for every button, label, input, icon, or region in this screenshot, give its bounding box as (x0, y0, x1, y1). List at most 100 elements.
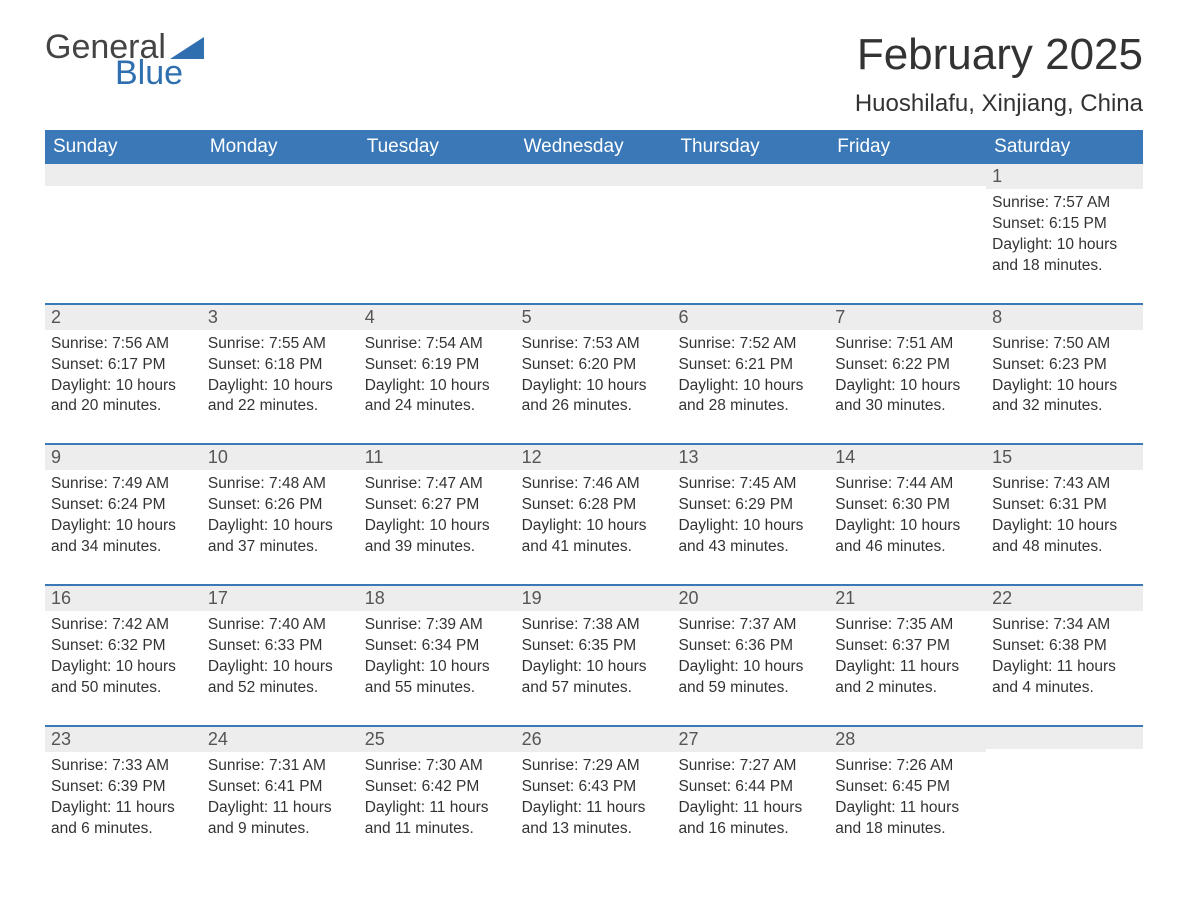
day-number: 23 (51, 729, 71, 749)
sunset-text: Sunset: 6:21 PM (678, 355, 823, 376)
daylight-text: Daylight: 11 hours and 11 minutes. (365, 798, 510, 840)
day-details: Sunrise: 7:38 AMSunset: 6:35 PMDaylight:… (516, 611, 673, 699)
weekday-tuesday: Tuesday (359, 130, 516, 164)
daylight-text: Daylight: 10 hours and 46 minutes. (835, 516, 980, 558)
sunset-text: Sunset: 6:26 PM (208, 495, 353, 516)
sunset-text: Sunset: 6:28 PM (522, 495, 667, 516)
day-number-bar: 22 (986, 586, 1143, 611)
day-number-bar: 20 (672, 586, 829, 611)
day-number-bar: 9 (45, 445, 202, 470)
sunrise-text: Sunrise: 7:56 AM (51, 334, 196, 355)
day-number: 7 (835, 307, 845, 327)
day-number-bar (202, 164, 359, 186)
day-cell: 5Sunrise: 7:53 AMSunset: 6:20 PMDaylight… (516, 305, 673, 424)
day-details: Sunrise: 7:57 AMSunset: 6:15 PMDaylight:… (986, 189, 1143, 277)
day-cell: 17Sunrise: 7:40 AMSunset: 6:33 PMDayligh… (202, 586, 359, 705)
week-row: 2Sunrise: 7:56 AMSunset: 6:17 PMDaylight… (45, 303, 1143, 424)
day-number-bar: 4 (359, 305, 516, 330)
sunrise-text: Sunrise: 7:55 AM (208, 334, 353, 355)
sunset-text: Sunset: 6:30 PM (835, 495, 980, 516)
day-number-bar: 11 (359, 445, 516, 470)
day-number-bar: 25 (359, 727, 516, 752)
day-details: Sunrise: 7:35 AMSunset: 6:37 PMDaylight:… (829, 611, 986, 699)
sunset-text: Sunset: 6:39 PM (51, 777, 196, 798)
day-cell: 22Sunrise: 7:34 AMSunset: 6:38 PMDayligh… (986, 586, 1143, 705)
day-number-bar: 2 (45, 305, 202, 330)
daylight-text: Daylight: 10 hours and 48 minutes. (992, 516, 1137, 558)
day-cell: 14Sunrise: 7:44 AMSunset: 6:30 PMDayligh… (829, 445, 986, 564)
day-number-bar: 27 (672, 727, 829, 752)
daylight-text: Daylight: 10 hours and 28 minutes. (678, 376, 823, 418)
daylight-text: Daylight: 10 hours and 39 minutes. (365, 516, 510, 558)
day-number: 2 (51, 307, 61, 327)
day-cell: 19Sunrise: 7:38 AMSunset: 6:35 PMDayligh… (516, 586, 673, 705)
sunrise-text: Sunrise: 7:49 AM (51, 474, 196, 495)
sunrise-text: Sunrise: 7:52 AM (678, 334, 823, 355)
day-cell: 8Sunrise: 7:50 AMSunset: 6:23 PMDaylight… (986, 305, 1143, 424)
sunrise-text: Sunrise: 7:33 AM (51, 756, 196, 777)
weekday-sunday: Sunday (45, 130, 202, 164)
sunset-text: Sunset: 6:23 PM (992, 355, 1137, 376)
day-details: Sunrise: 7:26 AMSunset: 6:45 PMDaylight:… (829, 752, 986, 840)
sunrise-text: Sunrise: 7:34 AM (992, 615, 1137, 636)
weekday-wednesday: Wednesday (516, 130, 673, 164)
day-cell: 10Sunrise: 7:48 AMSunset: 6:26 PMDayligh… (202, 445, 359, 564)
day-cell: 2 Sunrise: 7:56 AMSunset: 6:17 PMDaylight… (45, 305, 202, 424)
daylight-text: Daylight: 11 hours and 4 minutes. (992, 657, 1137, 699)
logo-word2: Blue (115, 56, 204, 90)
sunrise-text: Sunrise: 7:29 AM (522, 756, 667, 777)
day-number-bar (829, 164, 986, 186)
daylight-text: Daylight: 10 hours and 41 minutes. (522, 516, 667, 558)
day-details: Sunrise: 7:34 AMSunset: 6:38 PMDaylight:… (986, 611, 1143, 699)
day-cell: 25Sunrise: 7:30 AMSunset: 6:42 PMDayligh… (359, 727, 516, 846)
daylight-text: Daylight: 10 hours and 20 minutes. (51, 376, 196, 418)
title-block: February 2025 Huoshilafu, Xinjiang, Chin… (855, 30, 1143, 126)
day-cell: 4Sunrise: 7:54 AMSunset: 6:19 PMDaylight… (359, 305, 516, 424)
sunset-text: Sunset: 6:33 PM (208, 636, 353, 657)
day-cell: 24Sunrise: 7:31 AMSunset: 6:41 PMDayligh… (202, 727, 359, 846)
sunrise-text: Sunrise: 7:27 AM (678, 756, 823, 777)
daylight-text: Daylight: 10 hours and 34 minutes. (51, 516, 196, 558)
day-cell: 21 Sunrise: 7:35 AMSunset: 6:37 PMDayligh… (829, 586, 986, 705)
day-details: Sunrise: 7:30 AMSunset: 6:42 PMDaylight:… (359, 752, 516, 840)
daylight-text: Daylight: 10 hours and 24 minutes. (365, 376, 510, 418)
day-number-bar: 18 (359, 586, 516, 611)
sunset-text: Sunset: 6:34 PM (365, 636, 510, 657)
day-number-bar: 23 (45, 727, 202, 752)
day-number-bar (359, 164, 516, 186)
day-number-bar: 28 (829, 727, 986, 752)
sunrise-text: Sunrise: 7:46 AM (522, 474, 667, 495)
sunset-text: Sunset: 6:19 PM (365, 355, 510, 376)
day-number-bar (672, 164, 829, 186)
sunset-text: Sunset: 6:17 PM (51, 355, 196, 376)
sunset-text: Sunset: 6:37 PM (835, 636, 980, 657)
day-details: Sunrise: 7:39 AMSunset: 6:34 PMDaylight:… (359, 611, 516, 699)
day-details: Sunrise: 7:44 AMSunset: 6:30 PMDaylight:… (829, 470, 986, 558)
sunset-text: Sunset: 6:31 PM (992, 495, 1137, 516)
day-details: Sunrise: 7:37 AMSunset: 6:36 PMDaylight:… (672, 611, 829, 699)
day-details: Sunrise: 7:54 AMSunset: 6:19 PMDaylight:… (359, 330, 516, 418)
day-number: 12 (522, 447, 542, 467)
day-number: 27 (678, 729, 698, 749)
day-cell: 7Sunrise: 7:51 AMSunset: 6:22 PMDaylight… (829, 305, 986, 424)
day-number: 26 (522, 729, 542, 749)
day-cell: 27Sunrise: 7:27 AMSunset: 6:44 PMDayligh… (672, 727, 829, 846)
daylight-text: Daylight: 10 hours and 57 minutes. (522, 657, 667, 699)
day-number: 18 (365, 588, 385, 608)
day-number: 24 (208, 729, 228, 749)
sunrise-text: Sunrise: 7:30 AM (365, 756, 510, 777)
day-number: 21 (835, 588, 855, 608)
day-number-bar: 7 (829, 305, 986, 330)
day-cell (45, 164, 202, 283)
sunrise-text: Sunrise: 7:53 AM (522, 334, 667, 355)
day-number: 15 (992, 447, 1012, 467)
sunset-text: Sunset: 6:15 PM (992, 214, 1137, 235)
day-details: Sunrise: 7:45 AMSunset: 6:29 PMDaylight:… (672, 470, 829, 558)
day-number: 17 (208, 588, 228, 608)
day-cell: 28Sunrise: 7:26 AMSunset: 6:45 PMDayligh… (829, 727, 986, 846)
day-cell: 18 Sunrise: 7:39 AMSunset: 6:34 PMDayligh… (359, 586, 516, 705)
day-cell: 12 Sunrise: 7:46 AMSunset: 6:28 PMDayligh… (516, 445, 673, 564)
day-cell: 11Sunrise: 7:47 AMSunset: 6:27 PMDayligh… (359, 445, 516, 564)
day-number: 20 (678, 588, 698, 608)
day-number-bar: 5 (516, 305, 673, 330)
